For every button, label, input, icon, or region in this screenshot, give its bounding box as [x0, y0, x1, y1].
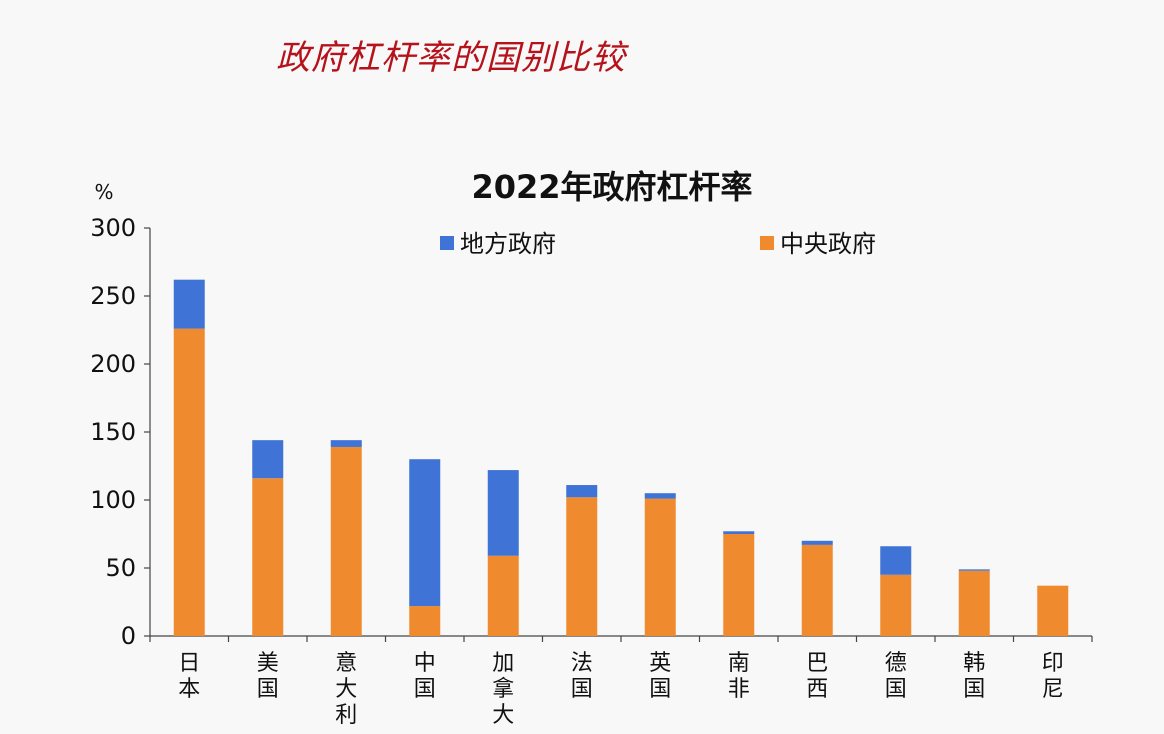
bar-segment-local: [880, 546, 912, 575]
bar-segment-local: [173, 279, 205, 329]
x-category-label: 韩: [963, 651, 985, 676]
bar-segment-central: [644, 498, 676, 636]
bar-group: [409, 459, 441, 636]
bar-segment-central: [880, 574, 912, 636]
x-category-label: 国: [571, 677, 593, 702]
y-tick-label: 100: [90, 486, 136, 514]
page-heading: 政府杠杆率的国别比较: [276, 38, 626, 78]
bar-segment-central: [409, 606, 441, 636]
x-category-label: 本: [178, 677, 200, 702]
bar-group: [723, 531, 755, 636]
x-category-label: 尼: [1042, 677, 1064, 702]
bar-segment-central: [487, 555, 519, 636]
x-category-label: 南: [728, 651, 750, 676]
x-category-label: 国: [649, 677, 671, 702]
bar-group: [487, 470, 519, 636]
x-category-label: 利: [335, 703, 357, 728]
legend: 地方政府 中央政府: [440, 230, 876, 258]
bar-group: [252, 440, 284, 636]
x-category-label: 国: [885, 677, 907, 702]
bar-segment-local: [723, 531, 755, 534]
bar-group: [880, 546, 912, 636]
bar-segment-central: [566, 497, 598, 636]
x-category-label: 西: [806, 677, 828, 702]
y-tick-label: 50: [105, 554, 136, 582]
bar-segment-local: [958, 569, 990, 571]
x-category-label: 国: [257, 677, 279, 702]
bar-segment-central: [1037, 585, 1069, 636]
bar-group: [958, 569, 990, 636]
bar-group: [644, 493, 676, 636]
bar-group: [173, 279, 205, 636]
y-tick-label: 250: [90, 282, 136, 310]
bar-segment-local: [409, 459, 441, 607]
x-category-label: 法: [571, 651, 593, 676]
legend-label: 地方政府: [460, 230, 556, 258]
bar-group: [566, 485, 598, 636]
x-category-label: 非: [728, 677, 750, 702]
x-category-label: 拿: [492, 676, 514, 702]
x-category-label: 英: [649, 651, 671, 676]
x-category-label: 巴: [806, 651, 828, 676]
bar-segment-central: [252, 478, 284, 636]
bar-segment-local: [252, 440, 284, 479]
bar-group: [1037, 585, 1069, 636]
x-category-label: 国: [963, 677, 985, 702]
x-category-label: 德: [885, 651, 907, 676]
bar-segment-central: [958, 570, 990, 636]
legend-swatch: [440, 236, 454, 250]
chart-title: 2022年政府杠杆率: [471, 168, 752, 206]
y-tick-label: 0: [121, 622, 136, 650]
x-category-label: 意: [335, 651, 357, 676]
bar-segment-central: [330, 446, 362, 636]
x-category-label: 大: [335, 677, 357, 702]
x-category-label: 印: [1042, 651, 1064, 676]
legend-label: 中央政府: [780, 230, 876, 258]
bar-group: [330, 440, 362, 636]
bar-segment-central: [801, 544, 833, 636]
bar-segment-local: [487, 470, 519, 556]
bar-segment-local: [566, 485, 598, 498]
x-category-label: 美: [257, 651, 279, 676]
x-category-label: 国: [414, 677, 436, 702]
x-category-label: 日: [178, 651, 200, 676]
y-tick-label: 300: [90, 214, 136, 242]
y-unit-label: %: [94, 180, 113, 204]
bar-segment-local: [644, 493, 676, 499]
bar-segment-central: [173, 328, 205, 636]
legend-swatch: [760, 236, 774, 250]
x-category-label: 大: [492, 703, 514, 728]
y-tick-label: 200: [90, 350, 136, 378]
y-tick-label: 150: [90, 418, 136, 446]
bar-segment-local: [330, 440, 362, 447]
bar-segment-local: [801, 540, 833, 545]
bar-group: [801, 540, 833, 636]
x-category-label: 中: [414, 651, 436, 676]
bars: [173, 279, 1069, 636]
bar-segment-central: [723, 534, 755, 636]
axes: 0 50 100 150 200 250 300: [90, 214, 1093, 650]
x-category-label: 加: [492, 651, 514, 676]
